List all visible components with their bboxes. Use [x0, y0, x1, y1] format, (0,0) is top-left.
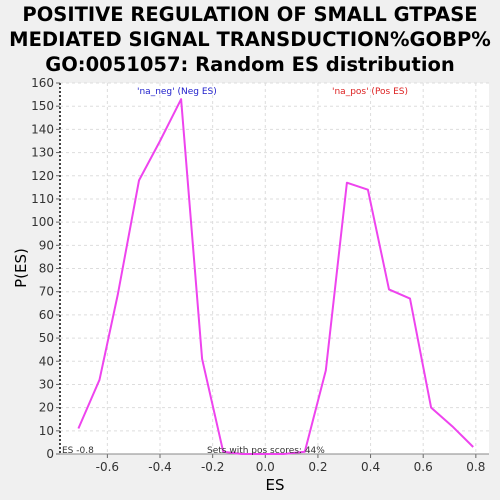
grid — [60, 82, 489, 454]
x-tick-label: 0.4 — [361, 460, 380, 474]
y-axis-title: P(ES) — [12, 248, 30, 288]
y-tick-label: 60 — [39, 308, 54, 322]
x-tick-label: 0.6 — [414, 460, 433, 474]
y-tick-label: 20 — [39, 401, 54, 415]
title-line-3: GO:0051057: Random ES distribution — [45, 53, 455, 76]
axes: 0 10 20 30 40 50 60 70 80 90 100 110 120 130 140 150 160… — [31, 76, 489, 474]
x-tick-label: -0.2 — [201, 460, 224, 474]
x-tick-label: 0.8 — [466, 460, 485, 474]
title-line-1: POSITIVE REGULATION OF SMALL GTPASE — [22, 3, 478, 26]
es-marker-label: ES -0.8 — [62, 446, 94, 456]
pos-scores-label: Sets with pos scores: 44% — [207, 446, 325, 456]
y-tick-label: 30 — [39, 377, 54, 391]
x-tick-label: -0.6 — [96, 460, 119, 474]
title-line-2: MEDIATED SIGNAL TRANSDUCTION%GOBP% — [9, 28, 491, 51]
y-tick-label: 90 — [39, 238, 54, 252]
y-tick-label: 140 — [31, 122, 54, 136]
x-tick-label: 0.2 — [308, 460, 327, 474]
y-tick-label: 40 — [39, 354, 54, 368]
neg-es-label: 'na_neg' (Neg ES) — [137, 87, 217, 97]
y-tick-label: 100 — [31, 215, 54, 229]
plot-area — [60, 83, 489, 454]
x-axis-title: ES — [266, 476, 285, 494]
y-tick-label: 160 — [31, 76, 54, 90]
y-tick-label: 150 — [31, 99, 54, 113]
y-tick-label: 70 — [39, 285, 54, 299]
y-tick-label: 80 — [39, 262, 54, 276]
chart-title: POSITIVE REGULATION OF SMALL GTPASE MEDI… — [0, 2, 500, 77]
pos-es-label: 'na_pos' (Pos ES) — [332, 87, 408, 97]
x-tick-label: 0.0 — [256, 460, 275, 474]
series-line — [77, 98, 474, 455]
y-tick-label: 110 — [31, 192, 54, 206]
x-tick-label: -0.4 — [148, 460, 171, 474]
y-tick-label: 10 — [39, 424, 54, 438]
y-tick-label: 0 — [46, 447, 54, 461]
y-tick-label: 130 — [31, 146, 54, 160]
y-tick-label: 50 — [39, 331, 54, 345]
y-tick-label: 120 — [31, 169, 54, 183]
series-group — [77, 98, 474, 455]
